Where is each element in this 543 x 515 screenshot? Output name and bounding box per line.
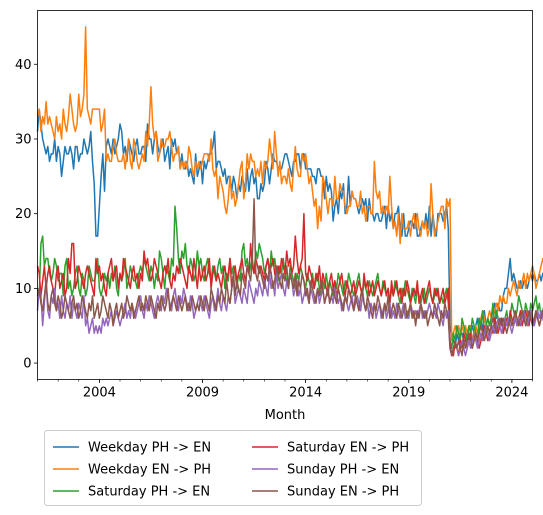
legend-frame [44, 430, 422, 506]
x-tick-label: 2024 [495, 386, 528, 401]
legend-label: Sunday EN -> PH [287, 485, 399, 500]
x-tick-label: 2009 [186, 386, 219, 401]
x-tick-label: 2014 [289, 386, 322, 401]
plot-lines [36, 26, 543, 357]
legend-label: Weekday EN -> PH [88, 463, 211, 478]
axes-frame [37, 10, 533, 380]
x-axis-label: Month [265, 408, 306, 423]
legend-label: Sunday PH -> EN [287, 463, 399, 478]
x-tick-label: 2019 [392, 386, 425, 401]
y-axis-ticks: 0 10 20 30 40 [15, 58, 38, 372]
y-tick-label: 20 [15, 207, 32, 222]
y-tick-label: 0 [23, 357, 31, 372]
series-line-sunday-en-ph [36, 197, 543, 357]
legend-label: Weekday PH -> EN [88, 441, 211, 456]
legend-label: Saturday PH -> EN [88, 485, 210, 500]
series-line-weekday-en-ph [36, 26, 543, 342]
y-tick-label: 10 [15, 282, 32, 297]
legend-label: Saturday EN -> PH [287, 441, 409, 456]
y-tick-label: 40 [15, 58, 32, 73]
x-tick-label: 2004 [83, 386, 116, 401]
x-axis-ticks: 2004 2009 2014 2019 2024 [37, 379, 533, 401]
y-tick-label: 30 [15, 132, 32, 147]
legend: Weekday PH -> EN Weekday EN -> PH Saturday… [44, 430, 422, 506]
